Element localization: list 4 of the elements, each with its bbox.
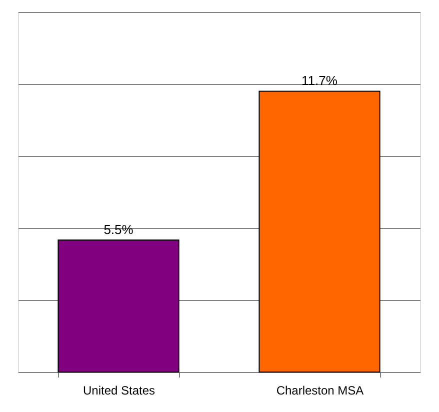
data-label: 5.5% [104,222,134,237]
x-tick-label: Charleston MSA [276,384,364,398]
data-label: 11.7% [302,73,338,88]
x-tick-label: United States [82,384,156,398]
